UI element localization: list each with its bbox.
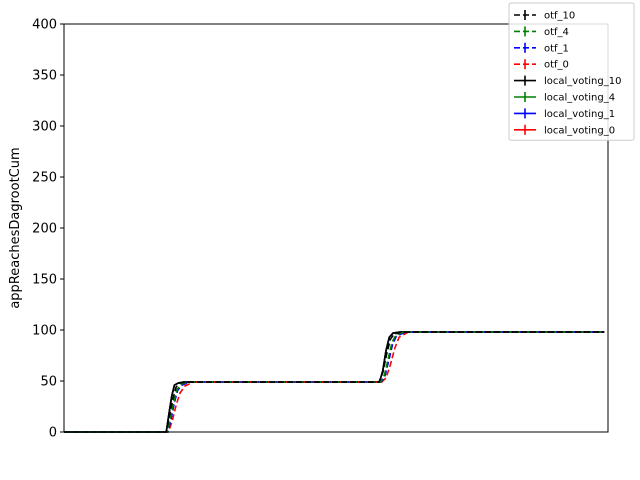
y-tick-label: 300 [32, 120, 57, 135]
legend-item: otf_10 [514, 10, 575, 22]
y-tick-label: 100 [32, 324, 57, 339]
y-tick-label: 350 [32, 69, 57, 84]
y-tick-label: 50 [40, 375, 57, 390]
legend-label: otf_1 [544, 43, 569, 54]
y-tick-label: 200 [32, 222, 57, 237]
y-tick-label: 400 [32, 18, 57, 33]
legend-item: otf_0 [514, 59, 569, 71]
legend-item: local_voting_0 [514, 124, 615, 136]
legend: otf_10 otf_4 otf_1 otf_0 local_voting_10loca… [508, 2, 635, 141]
y-tick-label: 0 [49, 426, 57, 441]
legend-item: local_voting_10 [514, 75, 621, 87]
y-axis-label: appReachesDagrootCum [8, 147, 23, 308]
y-axis: 0 50 100 150 200 250 300 350 400 [32, 18, 64, 441]
legend-label: otf_10 [544, 11, 575, 22]
y-tick-label: 250 [32, 171, 57, 186]
legend-item: otf_4 [514, 26, 569, 38]
series-layer [64, 331, 605, 433]
series-line-otf-10 [64, 331, 605, 433]
legend-label: local_voting_10 [544, 76, 621, 87]
legend-item: otf_1 [514, 42, 569, 54]
legend-item: local_voting_1 [514, 108, 615, 120]
legend-label: local_voting_1 [544, 109, 615, 120]
legend-box [508, 2, 635, 141]
legend-item: local_voting_4 [514, 92, 615, 104]
legend-label: otf_0 [544, 60, 569, 71]
legend-label: local_voting_0 [544, 125, 615, 136]
legend-label: local_voting_4 [544, 93, 615, 104]
series-line-otf-4 [64, 331, 605, 433]
legend-label: otf_4 [544, 27, 569, 38]
y-tick-label: 150 [32, 273, 57, 288]
